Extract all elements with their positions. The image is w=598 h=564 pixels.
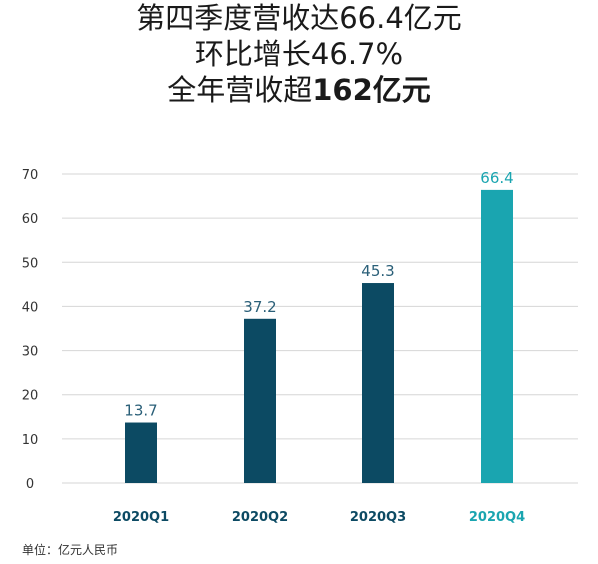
category-label-2020Q2: 2020Q2 [232, 510, 288, 525]
y-tick-label-50: 50 [22, 256, 39, 271]
y-tick-label-30: 30 [22, 345, 39, 360]
bar-chart: 0 10 20 30 40 50 60 70 13.7 2020Q1 37.2 2020Q2 45.3 2… [22, 168, 578, 525]
title-line-2: 环比增长46.7% [194, 37, 404, 71]
bar-2020Q1 [125, 422, 157, 483]
y-tick-label-40: 40 [22, 300, 39, 315]
y-tick-label-0: 0 [26, 477, 34, 492]
value-label-2020Q4: 66.4 [480, 169, 513, 187]
unit-footnote: 单位：亿元人民币 [22, 543, 119, 557]
chart-title: 第四季度营收达66.4亿元 环比增长46.7% 全年营收超162亿元 [0, 0, 598, 108]
value-label-2020Q3: 45.3 [361, 262, 394, 280]
y-tick-label-10: 10 [22, 433, 39, 448]
y-tick-label-70: 70 [22, 168, 39, 183]
y-tick-label-60: 60 [22, 212, 39, 227]
title-line-3: 全年营收超162亿元 [0, 72, 598, 108]
bar-2020Q4 [481, 189, 513, 484]
category-label-2020Q3: 2020Q3 [350, 510, 406, 525]
value-label-2020Q2: 37.2 [243, 298, 276, 316]
category-label-2020Q4: 2020Q4 [469, 510, 525, 525]
title-line-3-bold: 162亿元 [312, 73, 431, 107]
bar-2020Q3 [362, 283, 394, 483]
value-label-2020Q1: 13.7 [124, 402, 157, 420]
bar-2020Q2 [244, 318, 276, 483]
y-tick-label-20: 20 [22, 389, 39, 404]
category-label-2020Q1: 2020Q1 [113, 510, 169, 525]
title-line-1: 第四季度营收达66.4亿元 [136, 1, 462, 35]
title-line-3-prefix: 全年营收超 [167, 73, 313, 107]
